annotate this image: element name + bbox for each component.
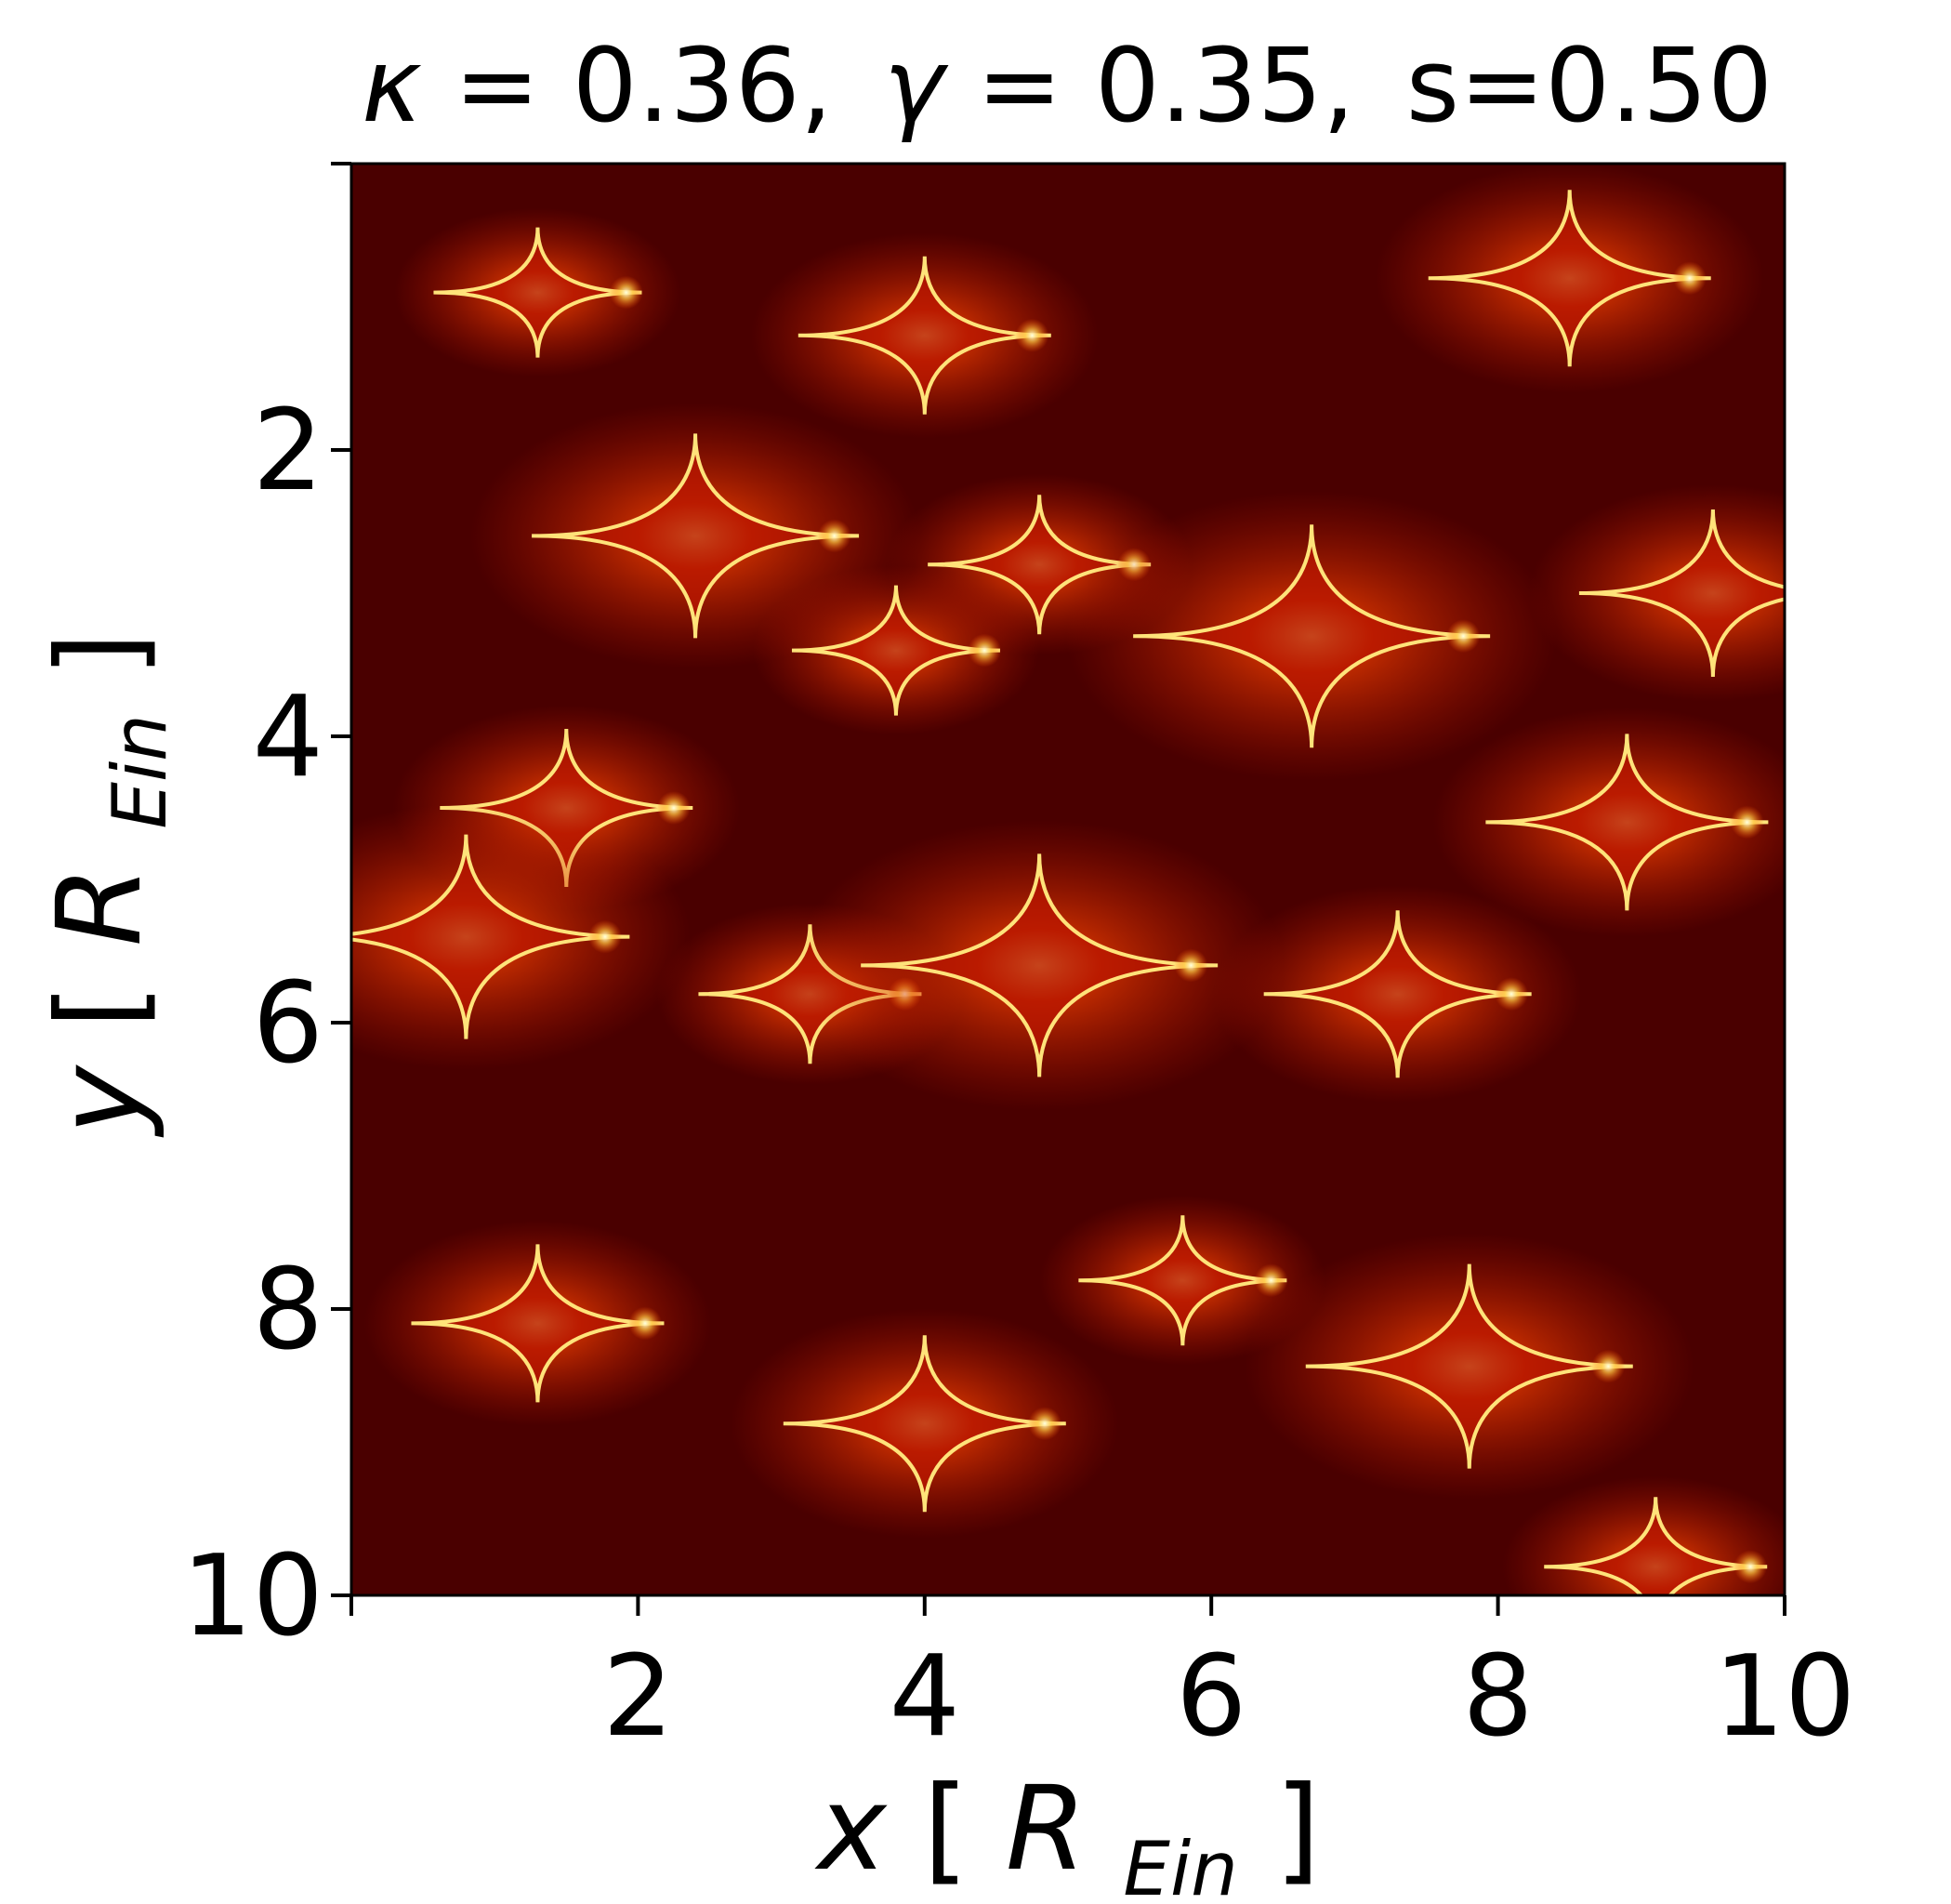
caustic-line bbox=[1485, 734, 1769, 911]
caustic-fill bbox=[1485, 734, 1769, 911]
caustic-cusp bbox=[628, 1306, 663, 1341]
y-tick-label: 2 bbox=[253, 387, 323, 516]
y-axis-ticks: 2 4 6 8 10 bbox=[181, 162, 351, 1661]
caustic-line bbox=[798, 256, 1051, 415]
caustic-cusp bbox=[1446, 619, 1481, 654]
y-label-sub: Ein bbox=[97, 714, 183, 828]
y-label-var: y bbox=[33, 1064, 167, 1138]
caustic-cusp bbox=[609, 275, 643, 310]
caustic bbox=[1039, 1196, 1326, 1366]
caustic-cusp bbox=[1591, 1349, 1626, 1383]
x-label-close: ] bbox=[1275, 1762, 1321, 1897]
caustic-line bbox=[1305, 1263, 1633, 1469]
y-tick-label: 8 bbox=[253, 1246, 323, 1375]
caustic-fill bbox=[861, 853, 1219, 1078]
plot-frame bbox=[349, 162, 1786, 1597]
x-label-var: x bbox=[814, 1762, 889, 1897]
caustic-layer bbox=[351, 164, 1843, 1595]
caustic bbox=[750, 232, 1099, 439]
x-tick-label: 2 bbox=[602, 1633, 673, 1762]
caustic-line bbox=[532, 433, 860, 639]
caustic-fill bbox=[783, 1335, 1066, 1513]
caustic bbox=[1375, 164, 1764, 393]
y-tick-label: 6 bbox=[253, 959, 323, 1089]
caustic bbox=[363, 1220, 712, 1426]
caustic-line bbox=[1578, 509, 1785, 678]
y-tick-label: 10 bbox=[181, 1532, 323, 1661]
chart-title: κ = 0.36, γ = 0.35, s=0.50 bbox=[362, 26, 1773, 145]
x-axis-ticks: 2 4 6 8 10 bbox=[349, 1595, 1856, 1762]
caustic-cusp bbox=[1730, 805, 1764, 840]
caustic-fill bbox=[791, 585, 1000, 716]
caustic-cusp bbox=[1174, 948, 1208, 983]
caustic-line bbox=[351, 834, 630, 1039]
caustic bbox=[730, 1308, 1119, 1539]
caustic bbox=[1502, 1475, 1785, 1595]
caustic-fill bbox=[433, 227, 642, 358]
caustic-cusp bbox=[1495, 977, 1529, 1012]
y-label-open: [ bbox=[33, 984, 167, 1029]
caustic-cusp bbox=[1672, 261, 1707, 296]
caustic-line bbox=[1428, 190, 1711, 367]
caustic-fill bbox=[1578, 509, 1785, 677]
x-tick-label: 6 bbox=[1176, 1633, 1246, 1762]
title-kappa-value: 0.36, bbox=[573, 26, 833, 145]
caustic-fill bbox=[798, 256, 1051, 415]
caustic-fill bbox=[928, 495, 1152, 635]
caustic-cusp bbox=[968, 633, 1002, 668]
magnification-map bbox=[351, 164, 1843, 1595]
caustic bbox=[1066, 491, 1558, 782]
title-gamma-value: 0.35, bbox=[1095, 26, 1355, 145]
title-gamma-symbol: γ bbox=[884, 26, 949, 145]
caustic-cusp bbox=[1810, 576, 1843, 610]
caustic bbox=[394, 207, 681, 377]
caustic-fill bbox=[1428, 190, 1711, 367]
x-tick-label: 10 bbox=[1714, 1633, 1856, 1762]
title-kappa-symbol: κ bbox=[362, 26, 422, 145]
caustic-cusp bbox=[587, 919, 622, 954]
caustic-fill bbox=[1263, 910, 1532, 1078]
caustic-fill bbox=[440, 729, 693, 887]
title-equals-2: = bbox=[977, 26, 1062, 145]
caustic-fill bbox=[1133, 524, 1491, 748]
caustic bbox=[752, 565, 1039, 735]
x-tick-label: 8 bbox=[1462, 1633, 1533, 1762]
x-axis-label: x [ R Ein ] bbox=[814, 1762, 1321, 1904]
caustic-line bbox=[411, 1244, 665, 1403]
caustic bbox=[1432, 707, 1785, 937]
x-label-sub: Ein bbox=[1123, 1826, 1237, 1904]
caustic-fill bbox=[532, 433, 860, 639]
x-label-open: [ bbox=[923, 1762, 969, 1897]
x-tick-label: 4 bbox=[890, 1633, 960, 1762]
y-label-r: R bbox=[33, 866, 167, 946]
caustic-line bbox=[783, 1335, 1066, 1513]
caustic-cusp bbox=[1028, 1407, 1061, 1441]
caustic bbox=[1213, 885, 1582, 1104]
title-s-value: s=0.50 bbox=[1406, 26, 1773, 145]
caustic-fill bbox=[1305, 1263, 1633, 1469]
y-axis-label: y [ R Ein ] bbox=[33, 632, 193, 1139]
caustic-line bbox=[1263, 910, 1532, 1078]
x-label-r: R bbox=[1006, 1762, 1087, 1897]
caustic-fill bbox=[351, 834, 630, 1039]
caustic-fill bbox=[411, 1244, 665, 1403]
title-equals-1: = bbox=[455, 26, 540, 145]
caustic-line bbox=[1133, 524, 1491, 748]
caustic-fill bbox=[1078, 1215, 1287, 1346]
y-label-close: ] bbox=[33, 632, 167, 678]
caustic bbox=[1528, 484, 1843, 702]
caustic-cusp bbox=[1254, 1263, 1288, 1298]
caustic-cusp bbox=[817, 519, 851, 553]
caustic-cusp bbox=[656, 791, 691, 825]
caustic-cusp bbox=[1733, 1550, 1768, 1584]
caustic-line bbox=[861, 853, 1219, 1078]
caustic-cusp bbox=[1015, 318, 1049, 352]
y-tick-label: 4 bbox=[253, 673, 323, 802]
caustic bbox=[794, 820, 1285, 1111]
caustic bbox=[1244, 1233, 1694, 1500]
caustic bbox=[351, 803, 692, 1070]
